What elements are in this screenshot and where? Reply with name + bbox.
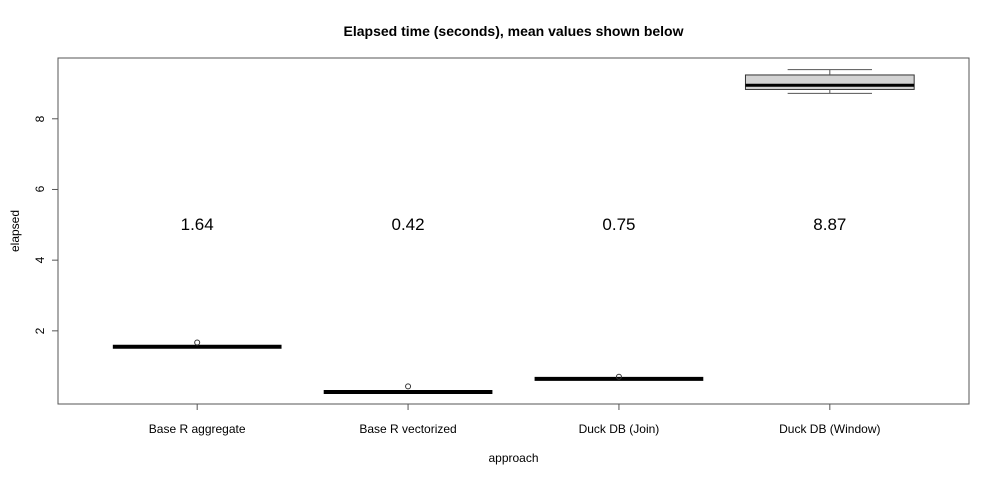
y-axis-title: elapsed: [8, 209, 22, 253]
outlier-point: [615, 373, 622, 380]
outlier-point: [194, 339, 201, 346]
plot-border: [57, 57, 970, 405]
box: [744, 74, 915, 90]
outlier-point: [405, 383, 412, 390]
x-axis-title: approach: [488, 451, 539, 465]
chart-title: Elapsed time (seconds), mean values show…: [343, 23, 684, 39]
